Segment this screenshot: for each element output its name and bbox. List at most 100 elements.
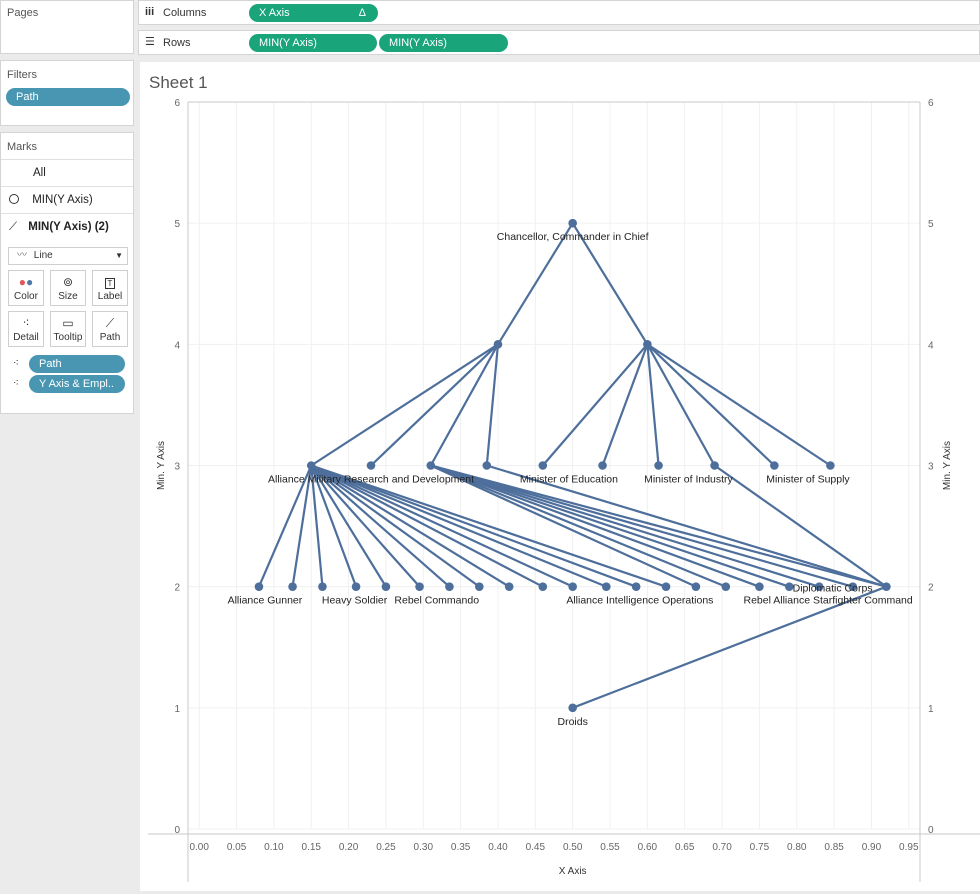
x-tick-label: 0.25 (376, 842, 396, 853)
min-y-axis-pill-2[interactable]: MIN(Y Axis) (379, 34, 508, 52)
edge-l3c-child (429, 464, 854, 588)
x-tick-label: 0.70 (712, 842, 732, 853)
color-button-label: Color (14, 291, 38, 302)
node-level2 (814, 582, 824, 591)
marks-card-min-y-axis-2[interactable]: ⟋ MIN(Y Axis) (2) (1, 213, 133, 240)
node-mid_left (493, 340, 503, 349)
edge-l3c-child (429, 464, 727, 588)
edge-l3c-child (429, 464, 888, 588)
columns-icon: iii (145, 6, 155, 18)
node-level2 (415, 582, 424, 591)
node-level2 (445, 582, 454, 591)
node-l3d (482, 461, 492, 470)
edge-l3c-child (429, 464, 698, 588)
filters-panel[interactable]: Filters Path (0, 60, 134, 126)
edge-l3c-child (429, 464, 791, 588)
y-tick-label-left: 1 (174, 704, 180, 715)
mark-type-value: Line (33, 250, 53, 261)
size-button[interactable]: ⊚ Size (50, 270, 86, 306)
marks-card-all-label: All (33, 167, 46, 179)
x-tick-label: 0.05 (227, 842, 247, 853)
min-y-axis-pill-1[interactable]: MIN(Y Axis) (249, 34, 377, 52)
pages-panel[interactable]: Pages (0, 0, 134, 54)
circle-mark-icon (9, 194, 19, 204)
node-level2 (691, 582, 701, 591)
node-label: Alliance Intelligence Operations (566, 595, 713, 607)
color-icon: ●● (18, 275, 34, 289)
node-chancellor (568, 218, 577, 228)
edges (257, 222, 888, 709)
color-button[interactable]: ●● Color (8, 270, 44, 306)
path-filter-pill[interactable]: Path (6, 88, 130, 106)
marks-panel[interactable]: Marks All MIN(Y Axis) ⟋ MIN(Y Axis) (2) … (0, 132, 134, 414)
edge-amrd-child (310, 464, 668, 588)
node-l3f (598, 461, 607, 470)
node-label: Heavy Soldier (322, 595, 388, 607)
x-axis-pill-label: X Axis (259, 7, 290, 19)
labels: Chancellor, Commander in Chief Alliance M… (228, 231, 913, 728)
detail-button-label: Detail (13, 332, 39, 343)
node-level2 (538, 582, 548, 591)
detail-field-icon: ⁖ (13, 358, 19, 369)
edge-l3c-child (429, 464, 821, 588)
node-label: Rebel Commando (394, 595, 479, 607)
rows-shelf[interactable]: ☰ Rows MIN(Y Axis) MIN(Y Axis) (138, 30, 980, 55)
y-tick-label-left: 0 (174, 825, 180, 836)
line-mark-icon: ⟋ (9, 221, 18, 233)
columns-shelf[interactable]: iii Columns X Axis Δ (138, 0, 980, 25)
marks-card-min-y-axis-label: MIN(Y Axis) (32, 194, 93, 206)
tooltip-button[interactable]: ▭ Tooltip (50, 311, 86, 347)
node-level2 (475, 582, 484, 591)
node-level2 (721, 582, 731, 591)
label-button[interactable]: T Label (92, 270, 128, 306)
edge-l3c-child (429, 464, 761, 588)
detail-button[interactable]: ⁖ Detail (8, 311, 44, 347)
x-tick-label: 0.35 (451, 842, 471, 853)
y-tick-label-right: 2 (928, 583, 934, 594)
size-icon: ⊚ (62, 275, 74, 289)
pages-title: Pages (7, 7, 39, 19)
edge-amrd-child (310, 464, 358, 588)
edge-amrd-child (291, 464, 313, 588)
y-tick-label-left: 4 (174, 340, 180, 351)
x-tick-label: 0.85 (824, 842, 844, 853)
line-type-icon: 〰 (17, 250, 27, 261)
path-button[interactable]: ⟋ Path (92, 311, 128, 347)
filters-title: Filters (7, 69, 37, 81)
node-l3j (826, 461, 835, 470)
path-detail-pill[interactable]: Path (29, 355, 125, 373)
size-button-label: Size (58, 291, 78, 302)
node-l3i (770, 461, 779, 470)
node-level2 (661, 582, 671, 591)
y-tick-label-left: 5 (174, 219, 180, 230)
edge (310, 343, 500, 467)
x-tick-label: 0.60 (638, 842, 658, 853)
node-label: Minister of Industry (644, 474, 733, 486)
edge (646, 343, 660, 467)
marks-card-min-y-axis[interactable]: MIN(Y Axis) (1, 186, 133, 213)
edge-amrd-child (310, 464, 421, 588)
y-axis-title-left: Min. Y Axis (156, 441, 167, 490)
node-level2 (601, 582, 611, 591)
edge-amrd-child (257, 464, 313, 588)
x-tick-label: 0.55 (600, 842, 620, 853)
x-axis-pill[interactable]: X Axis Δ (249, 4, 378, 22)
edge-amrd-child (310, 464, 388, 588)
viz-area[interactable]: Sheet 1 0 0 1 1 2 2 3 3 4 4 5 5 6 6 0.00 0.05 0.10 0.15 0.… (140, 62, 980, 891)
x-tick-label: 0.40 (488, 842, 508, 853)
marks-card-min-y-axis-2-label: MIN(Y Axis) (2) (28, 221, 109, 233)
y-tick-label-right: 0 (928, 825, 934, 836)
detail-icon: ⁖ (22, 316, 30, 330)
x-tick-label: 0.30 (414, 842, 434, 853)
edge (496, 222, 574, 346)
node-droids (568, 703, 577, 713)
y-tick-label-right: 3 (928, 462, 934, 473)
path-icon: ⟋ (105, 316, 115, 330)
node-level2 (568, 582, 577, 591)
mark-type-dropdown[interactable]: 〰 Line ▼ (8, 247, 128, 265)
y-axis-employee-pill[interactable]: Y Axis & Empl.. (29, 375, 125, 393)
marks-card-all[interactable]: All (1, 159, 133, 186)
y-tick-label-left: 3 (174, 462, 180, 473)
chevron-down-icon: ▼ (115, 251, 123, 260)
org-chart: 0 0 1 1 2 2 3 3 4 4 5 5 6 6 0.00 0.05 0.10 0.15 0.20 0.25 0.… (148, 98, 980, 882)
